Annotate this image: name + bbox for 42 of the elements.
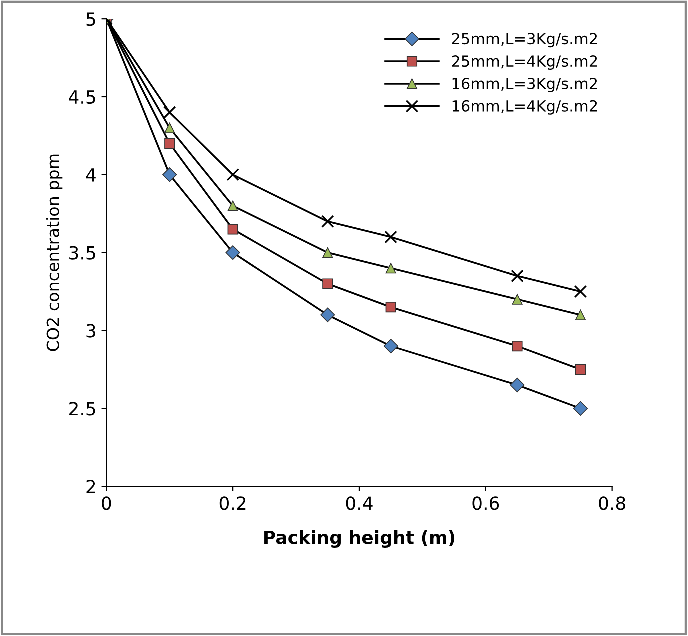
point (226, 168, 240, 182)
point (386, 302, 396, 313)
y-axis-title: CO2 concentration ppm (46, 154, 63, 352)
y-tick-label: 3 (86, 324, 96, 338)
legend-label: 25mm,L=3Kg/s.m2 (452, 33, 598, 48)
x-tick-label: 0.8 (599, 496, 626, 510)
point (384, 339, 398, 354)
point (512, 294, 523, 305)
x-tick-label: 0.2 (220, 496, 246, 510)
point (162, 168, 178, 182)
point (163, 106, 176, 119)
point (228, 200, 238, 212)
point (228, 224, 238, 235)
point (384, 230, 398, 244)
legend-label: 16mm,L=4Kg/s.m2 (452, 100, 598, 115)
y-tick-label: 3.5 (70, 246, 96, 260)
x-tick-label: 0 (102, 496, 112, 510)
point (322, 278, 334, 290)
y-tick-label: 2.5 (70, 402, 96, 416)
point (512, 341, 523, 352)
point (322, 248, 334, 258)
point (575, 310, 586, 320)
point (226, 246, 240, 260)
x-tick-label: 0.4 (346, 496, 373, 510)
y-tick-label: 2 (86, 480, 96, 494)
point (321, 215, 334, 228)
legend-label: 16mm,L=3Kg/s.m2 (452, 78, 598, 92)
point (510, 378, 525, 393)
legend-label: 25mm,L=4Kg/s.m2 (452, 56, 598, 70)
y-tick-label: 5 (86, 12, 96, 26)
x-axis-title: Packing height (m) (264, 530, 455, 548)
y-tick-label: 4 (86, 168, 96, 182)
x-tick-label: 0.6 (472, 496, 500, 510)
point (575, 364, 586, 375)
point (386, 263, 396, 274)
point (164, 122, 176, 134)
point (573, 401, 588, 416)
point (574, 285, 588, 298)
point (164, 138, 176, 150)
point (511, 270, 524, 283)
point (320, 308, 336, 322)
y-tick-label: 4.5 (69, 90, 96, 104)
